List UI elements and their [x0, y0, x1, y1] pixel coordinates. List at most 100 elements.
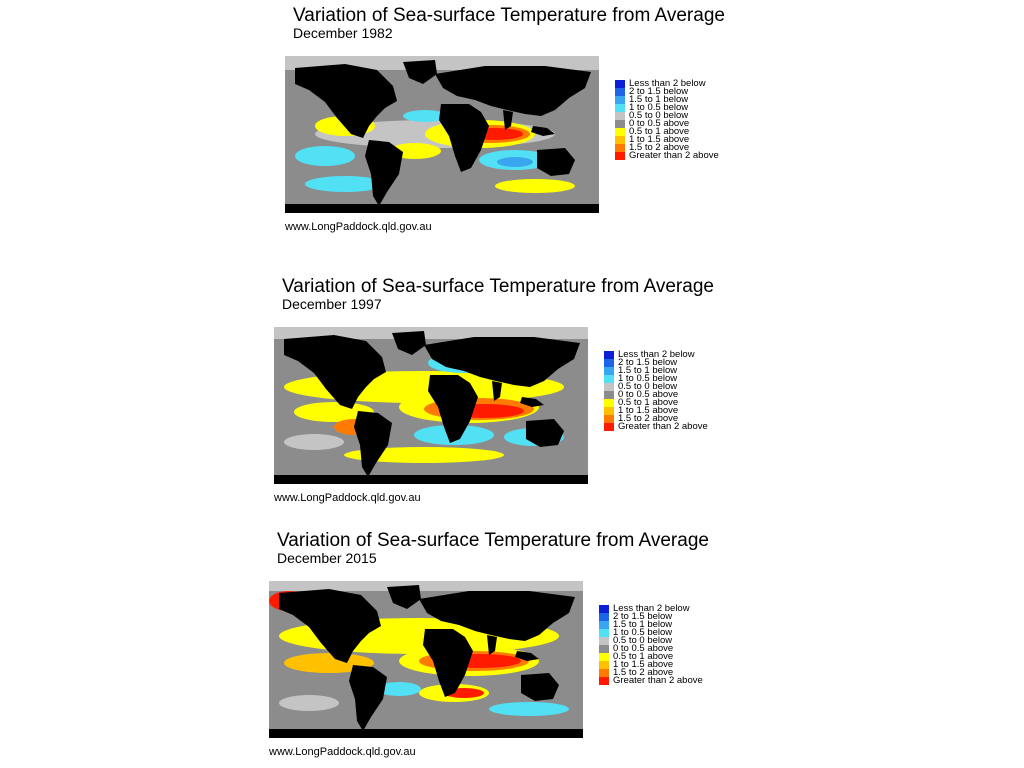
legend-label: 2 to 1.5 below: [618, 357, 678, 368]
source-link: www.LongPaddock.qld.gov.au: [274, 492, 421, 504]
legend: Less than 2 below 2 to 1.5 below 1.5 to …: [615, 78, 755, 161]
legend-label: Less than 2 below: [618, 349, 695, 360]
legend-swatch: [599, 621, 609, 629]
legend-swatch: [615, 120, 625, 128]
sst-map-1982: [285, 56, 599, 213]
legend-label: Less than 2 below: [613, 603, 690, 614]
legend-label: 1 to 1.5 above: [613, 659, 674, 670]
legend-swatch: [599, 637, 609, 645]
legend-swatch: [604, 359, 614, 367]
legend-label: 1.5 to 2 above: [618, 413, 679, 424]
legend-item: Less than 2 below: [599, 603, 739, 614]
legend-swatch: [599, 677, 609, 685]
legend-swatch: [599, 629, 609, 637]
legend-label: 1.5 to 2 above: [629, 142, 690, 153]
legend-item: 1.5 to 1 below: [604, 365, 744, 376]
legend-item: 1 to 0.5 below: [599, 627, 739, 638]
legend-item: 1 to 1.5 above: [615, 134, 755, 145]
legend-label: Greater than 2 above: [618, 421, 708, 432]
sst-map-1997: [274, 327, 588, 484]
legend-label: 0.5 to 0 below: [629, 110, 689, 121]
legend-label: 1 to 1.5 above: [629, 134, 690, 145]
legend-label: 1 to 0.5 below: [629, 102, 689, 113]
legend-item: 0.5 to 1 above: [615, 126, 755, 137]
legend-label: 0 to 0.5 above: [618, 389, 679, 400]
legend-label: 0.5 to 0 below: [618, 381, 678, 392]
legend-item: 1.5 to 1 below: [599, 619, 739, 630]
panel-subtitle: December 2015: [277, 550, 377, 566]
panel-title: Variation of Sea-surface Temperature fro…: [277, 530, 709, 551]
source-link: www.LongPaddock.qld.gov.au: [285, 221, 432, 233]
legend-swatch: [604, 383, 614, 391]
legend-item: 1 to 0.5 below: [604, 373, 744, 384]
legend-swatch: [599, 645, 609, 653]
legend-swatch: [615, 112, 625, 120]
legend-item: Greater than 2 above: [599, 675, 739, 686]
legend-label: 0.5 to 1 above: [618, 397, 679, 408]
legend-swatch: [615, 104, 625, 112]
legend-label: 0 to 0.5 above: [613, 643, 674, 654]
legend-item: 1.5 to 1 below: [615, 94, 755, 105]
legend-swatch: [604, 415, 614, 423]
legend-item: Less than 2 below: [615, 78, 755, 89]
legend-swatch: [604, 375, 614, 383]
legend-item: 2 to 1.5 below: [599, 611, 739, 622]
panel-subtitle: December 1997: [282, 296, 382, 312]
legend-label: 0.5 to 1 above: [613, 651, 674, 662]
legend-item: 0.5 to 0 below: [599, 635, 739, 646]
legend-item: 0.5 to 1 above: [604, 397, 744, 408]
legend-item: 0 to 0.5 above: [615, 118, 755, 129]
legend-swatch: [604, 351, 614, 359]
legend-item: 1 to 1.5 above: [604, 405, 744, 416]
legend: Less than 2 below 2 to 1.5 below 1.5 to …: [604, 349, 744, 432]
source-link: www.LongPaddock.qld.gov.au: [269, 746, 416, 758]
legend-item: 0 to 0.5 above: [599, 643, 739, 654]
legend-label: 1.5 to 1 below: [618, 365, 678, 376]
legend-swatch: [615, 152, 625, 160]
legend-label: 0.5 to 0 below: [613, 635, 673, 646]
legend-swatch: [599, 669, 609, 677]
legend-label: 1.5 to 1 below: [629, 94, 689, 105]
legend-label: 1.5 to 1 below: [613, 619, 673, 630]
legend-item: 0.5 to 0 below: [615, 110, 755, 121]
legend-swatch: [615, 136, 625, 144]
legend-label: 1 to 1.5 above: [618, 405, 679, 416]
legend-label: 0.5 to 1 above: [629, 126, 690, 137]
legend-label: 1.5 to 2 above: [613, 667, 674, 678]
legend-label: Greater than 2 above: [629, 150, 719, 161]
legend: Less than 2 below 2 to 1.5 below 1.5 to …: [599, 603, 739, 686]
legend-item: 1.5 to 2 above: [604, 413, 744, 424]
legend-swatch: [615, 80, 625, 88]
legend-item: 0.5 to 1 above: [599, 651, 739, 662]
panel-title: Variation of Sea-surface Temperature fro…: [293, 5, 725, 26]
legend-swatch: [599, 613, 609, 621]
legend-item: Less than 2 below: [604, 349, 744, 360]
legend-swatch: [599, 653, 609, 661]
legend-swatch: [604, 367, 614, 375]
legend-swatch: [615, 88, 625, 96]
legend-swatch: [615, 96, 625, 104]
panel-title: Variation of Sea-surface Temperature fro…: [282, 276, 714, 297]
legend-label: 2 to 1.5 below: [629, 86, 689, 97]
sst-map-2015: [269, 581, 583, 738]
legend-item: 0 to 0.5 above: [604, 389, 744, 400]
legend-item: Greater than 2 above: [604, 421, 744, 432]
legend-label: Less than 2 below: [629, 78, 706, 89]
legend-item: 1.5 to 2 above: [615, 142, 755, 153]
legend-item: 0.5 to 0 below: [604, 381, 744, 392]
legend-label: 0 to 0.5 above: [629, 118, 690, 129]
legend-label: Greater than 2 above: [613, 675, 703, 686]
legend-swatch: [604, 391, 614, 399]
legend-swatch: [604, 399, 614, 407]
legend-swatch: [599, 661, 609, 669]
legend-label: 1 to 0.5 below: [618, 373, 678, 384]
legend-label: 2 to 1.5 below: [613, 611, 673, 622]
legend-swatch: [615, 128, 625, 136]
legend-item: 2 to 1.5 below: [615, 86, 755, 97]
panel-subtitle: December 1982: [293, 25, 393, 41]
legend-swatch: [604, 407, 614, 415]
legend-item: 1 to 0.5 below: [615, 102, 755, 113]
legend-item: 1.5 to 2 above: [599, 667, 739, 678]
legend-swatch: [599, 605, 609, 613]
legend-item: 2 to 1.5 below: [604, 357, 744, 368]
